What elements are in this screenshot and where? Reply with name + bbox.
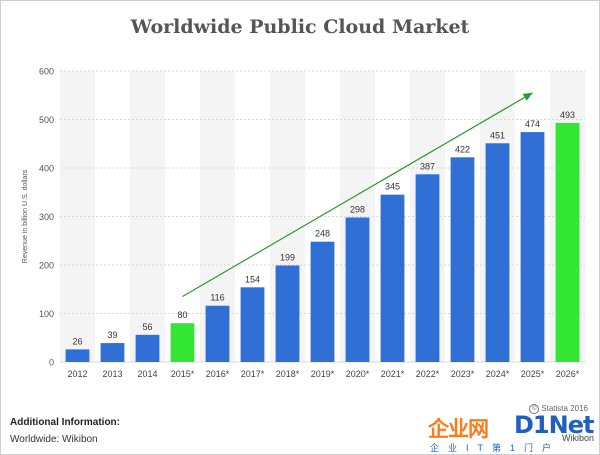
logo-latin-text: D1Net — [514, 411, 594, 439]
trend-arrow-head — [522, 92, 533, 101]
x-tick-label: 2015* — [171, 369, 195, 379]
data-label: 199 — [280, 252, 295, 262]
data-label: 80 — [177, 310, 187, 320]
x-tick-label: 2026* — [556, 369, 580, 379]
data-label: 116 — [210, 293, 224, 303]
credit-text: Statista 2016 — [541, 404, 588, 414]
bar — [415, 174, 440, 362]
bar — [380, 194, 405, 362]
logo-tagline: 企业IT第1门户 — [430, 443, 561, 453]
bar — [555, 122, 580, 363]
data-label: 154 — [245, 274, 260, 284]
data-label: 451 — [490, 130, 505, 140]
y-tick-label: 600 — [39, 67, 54, 77]
data-label: 474 — [525, 119, 540, 129]
trend-arrow-line — [182, 92, 533, 298]
y-tick-label: 300 — [39, 212, 54, 222]
y-axis-label: Revenue in billion U.S. dollars — [22, 169, 29, 263]
x-tick-label: 2020* — [346, 369, 370, 379]
y-tick-label: 400 — [39, 164, 54, 174]
data-label: 56 — [142, 322, 152, 332]
bar — [65, 349, 90, 362]
x-tick-label: 2014 — [137, 369, 157, 379]
bar — [240, 287, 265, 362]
bar — [485, 143, 510, 362]
data-label: 248 — [315, 229, 330, 239]
chart-title: Worldwide Public Cloud Market — [130, 16, 470, 38]
bar — [100, 343, 125, 362]
additional-information-heading: Additional Information: — [10, 417, 120, 428]
y-tick-label: 200 — [39, 261, 54, 271]
data-label: 422 — [455, 144, 470, 154]
bar — [170, 323, 195, 362]
statista-credit[interactable]: © Statista 2016 — [529, 404, 588, 414]
y-tick-label: 0 — [49, 358, 54, 368]
data-label: 39 — [107, 330, 117, 340]
x-tick-label: 2012 — [67, 369, 87, 379]
bar — [450, 157, 475, 362]
data-label: 298 — [350, 204, 365, 214]
copyright-icon: © — [529, 404, 540, 414]
x-tick-label: 2019* — [311, 369, 335, 379]
x-tick-label: 2017* — [241, 369, 265, 379]
x-tick-label: 2023* — [451, 369, 475, 379]
source-line: Worldwide: Wikibon — [10, 434, 98, 445]
y-tick-label: 500 — [39, 115, 54, 125]
x-tick-label: 2016* — [206, 369, 230, 379]
column-band — [130, 71, 165, 362]
logo-chinese-text: 企业网 — [428, 417, 489, 441]
bar — [310, 241, 335, 362]
data-label: 387 — [420, 161, 435, 171]
x-tick-label: 2022* — [416, 369, 440, 379]
x-tick-label: 2021* — [381, 369, 405, 379]
bar — [520, 132, 545, 362]
bar — [275, 265, 300, 362]
logo-small-text: Wikibon — [561, 433, 594, 443]
x-tick-label: 2018* — [276, 369, 300, 379]
bar — [135, 334, 160, 362]
x-tick-label: 2025* — [521, 369, 545, 379]
data-label: 493 — [560, 110, 575, 120]
y-tick-label: 100 — [39, 309, 54, 319]
bar-chart: 0 100 200 300 400 500 600 Revenue in billion U.… — [22, 67, 585, 379]
data-label: 345 — [385, 182, 400, 192]
x-tick-label: 2024* — [486, 369, 510, 379]
data-label: 26 — [72, 336, 82, 346]
bar — [205, 305, 230, 362]
x-tick-label: 2013 — [102, 369, 122, 379]
bar — [345, 217, 370, 362]
d1net-watermark-logo: 企业网 D1Net Wikibon 企业IT第1门户 — [428, 411, 596, 453]
